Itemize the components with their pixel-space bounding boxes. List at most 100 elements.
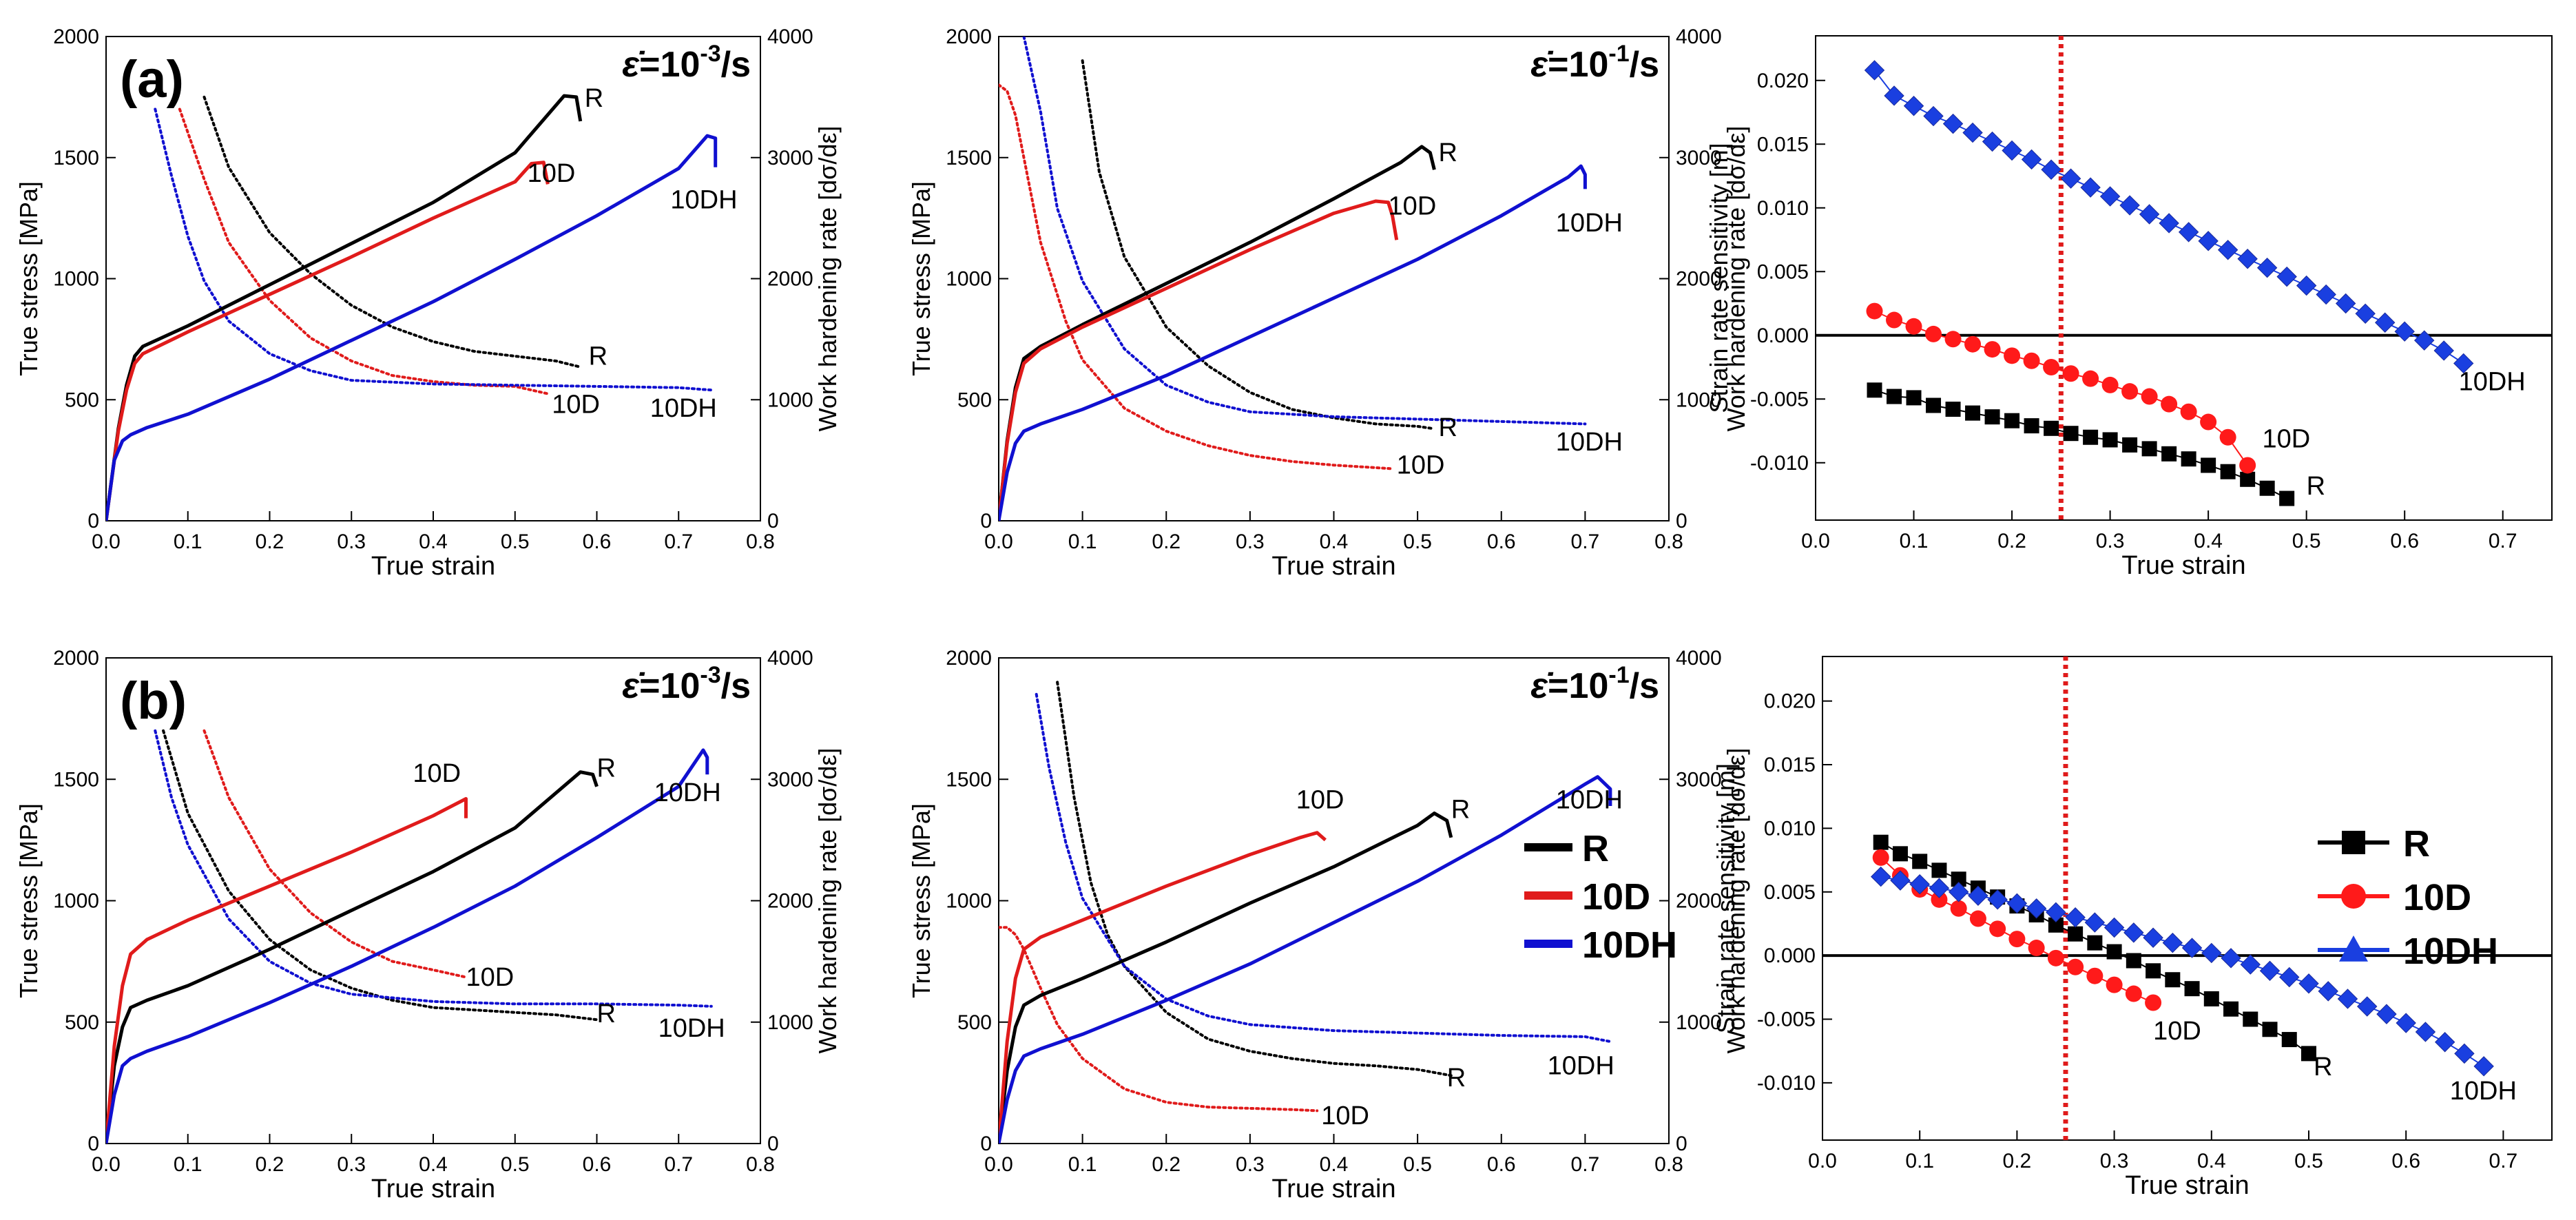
b-right-point-R	[2087, 935, 2103, 951]
b-right-xtick-label: 0.0	[1808, 1150, 1837, 1172]
a-middle-xtick-label: 0.5	[1403, 530, 1432, 553]
b-right-point-10D	[2028, 940, 2045, 957]
a-right-point-10D	[1964, 335, 1982, 353]
a-right-point-10D	[1984, 341, 2001, 358]
b-middle-xlabel: True strain	[1271, 1175, 1395, 1203]
b-right-point-R	[2126, 953, 2141, 969]
exponent: -1	[1608, 41, 1629, 67]
b-right-point-10DH	[2357, 996, 2378, 1017]
b-middle-ytick-label: 500	[957, 1011, 992, 1034]
b-left-y2tick-label: 1000	[767, 1011, 813, 1034]
a-left-xtick-label: 0.0	[92, 530, 121, 553]
a-right-point-10D	[1886, 311, 1903, 329]
a-left-strain-rate-label: ε̇=10-3/s	[622, 41, 751, 85]
a-right-ytick-label: 0.005	[1757, 260, 1809, 283]
b-left-curve-label-10D: 10D	[466, 963, 515, 992]
b-right-point-10DH	[2123, 922, 2144, 943]
b-right-point-10DH	[2143, 927, 2163, 948]
b-right-legend-label-R: R	[2403, 823, 2430, 865]
b-middle-stress-line-R	[999, 811, 1453, 1144]
a-right-point-10DH	[2374, 312, 2396, 333]
b-left-whr-line-R	[162, 729, 599, 1022]
b-right-ytick-label: 0.020	[1764, 690, 1816, 713]
b-right-point-10DH	[2473, 1056, 2494, 1077]
b-middle-ytick-label: 0	[980, 1133, 992, 1155]
a-left-xtick-label: 0.5	[501, 530, 530, 553]
a-left-xtick-label: 0.1	[174, 530, 202, 553]
a-right-xtick-label: 0.7	[2489, 530, 2517, 552]
a-left-xtick-label: 0.2	[256, 530, 284, 553]
b-right-xtick-label: 0.6	[2391, 1150, 2420, 1172]
a-middle-curve-label-10DH: 10DH	[1556, 209, 1623, 238]
a-left-ytick-label: 500	[65, 389, 99, 411]
a-right-point-10D	[2023, 352, 2040, 369]
exponent: -1	[1608, 662, 1629, 688]
b-right-legend-marker-10DH	[2339, 935, 2368, 962]
b-right-point-R	[2106, 944, 2122, 960]
a-left-xtick-label: 0.6	[583, 530, 612, 553]
b-right-point-10DH	[2337, 989, 2358, 1009]
b-right-point-10D	[2086, 967, 2104, 984]
a-right-point-10D	[2161, 395, 2178, 413]
b-left-curve-label-10DH: 10DH	[654, 778, 721, 807]
a-right-point-10DH	[2316, 284, 2336, 305]
a-left-y2tick-label: 0	[767, 510, 779, 533]
b-left-ytick-label: 2000	[53, 647, 99, 670]
b-middle-curve-label-R: R	[1451, 796, 1470, 825]
b-middle-xtick-label: 0.8	[1654, 1153, 1683, 1176]
b-middle-curve-label-10D: 10D	[1296, 786, 1344, 815]
b-left-xtick-label: 0.6	[583, 1153, 612, 1176]
b-left-whr-line-10DH	[154, 729, 713, 1008]
b-middle-xtick-label: 0.5	[1403, 1153, 1432, 1176]
a-right-point-10DH	[2296, 275, 2317, 296]
b-left-y2label: Work hardening rate [dσ/dε]	[813, 748, 842, 1054]
b-right-point-10D	[2008, 931, 2026, 948]
b-right-point-10DH	[2259, 960, 2281, 982]
a-right-point-R	[1984, 409, 2000, 425]
a-right-point-10D	[1866, 302, 1883, 320]
a-middle-curve-label-R: R	[1439, 138, 1457, 167]
a-right-point-10DH	[2041, 159, 2061, 180]
a-right-point-10D	[2180, 403, 2197, 420]
a-left-y2tick-label: 4000	[767, 25, 813, 48]
b-left-panel-label: (b)	[120, 672, 187, 730]
a-right-point-R	[1945, 402, 1961, 417]
a-right-point-10DH	[2276, 266, 2297, 287]
b-right-point-10DH	[1987, 889, 2008, 910]
b-middle-whr-line-R	[1056, 681, 1453, 1077]
b-right-series-label-10D: 10D	[2153, 1017, 2201, 1046]
b-middle-xtick-label: 0.2	[1152, 1153, 1181, 1176]
b-left-stress-line-R	[106, 770, 599, 1144]
equals: =10	[1548, 45, 1608, 85]
b-right-point-10DH	[2065, 907, 2086, 928]
b-right-point-R	[2223, 1001, 2239, 1017]
a-right-point-10DH	[2178, 222, 2199, 242]
a-left-curve-label-10D: 10D	[552, 391, 600, 420]
b-right-xlabel: True strain	[2125, 1171, 2249, 1200]
b-middle-stress-line-10D	[999, 831, 1327, 1144]
b-right-point-10DH	[2104, 917, 2125, 938]
b-middle-legend-label-10D: 10D	[1582, 876, 1650, 918]
equals: =10	[639, 666, 700, 706]
a-right-series-label-R: R	[2307, 472, 2325, 501]
b-middle-y2label: Work hardening rate [dσ/dε]	[1722, 748, 1750, 1054]
a-middle-ylabel: True stress [MPa]	[907, 181, 935, 376]
b-left-curve-label-10D: 10D	[413, 759, 461, 788]
b-middle-y2tick-label: 0	[1676, 1133, 1687, 1155]
a-right-point-R	[2201, 457, 2216, 473]
a-right-ytick-label: -0.010	[1750, 452, 1809, 475]
b-right-legend-label-10D: 10D	[2403, 877, 2471, 918]
a-right-point-10DH	[2002, 140, 2022, 161]
a-right-ytick-label: 0.020	[1757, 70, 1809, 92]
a-right-point-10DH	[1962, 122, 1983, 143]
b-middle-y2tick-label: 3000	[1676, 768, 1722, 791]
a-right-point-10DH	[2099, 186, 2121, 207]
b-right-xtick-label: 0.4	[2197, 1150, 2226, 1172]
a-right-point-10DH	[2021, 149, 2042, 170]
b-left-strain-rate-label: ε̇=10-3/s	[622, 662, 751, 706]
b-right-point-R	[2243, 1011, 2258, 1027]
a-left-panel-label: (a)	[120, 50, 184, 109]
a-right-point-10DH	[2433, 340, 2454, 361]
b-left-curve-label-R: R	[597, 1000, 616, 1028]
a-right-point-R	[2102, 432, 2118, 448]
